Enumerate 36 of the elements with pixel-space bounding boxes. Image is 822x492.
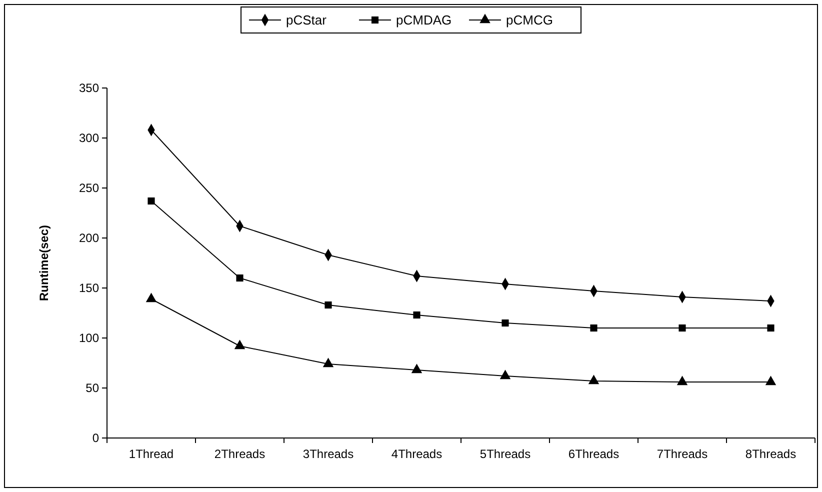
point	[678, 324, 686, 332]
point	[236, 274, 244, 282]
x-tick-label: 6Threads	[568, 447, 620, 461]
y-tick-label: 50	[86, 381, 100, 396]
y-tick-label: 150	[78, 281, 100, 296]
x-tick-label: 5Threads	[480, 447, 531, 461]
point	[413, 311, 420, 319]
y-tick-label: 200	[78, 231, 100, 246]
point	[502, 319, 509, 327]
point	[767, 324, 774, 332]
legend-label: pCStar	[286, 12, 328, 28]
y-axis-title: Runtime(sec)	[37, 224, 51, 302]
point	[234, 340, 246, 350]
point	[765, 376, 776, 386]
y-tick-label: 250	[78, 181, 100, 196]
point	[146, 292, 157, 302]
x-tick-label: 4Threads	[391, 447, 442, 461]
point	[322, 358, 334, 368]
point	[324, 301, 332, 309]
y-tick-label: 350	[78, 81, 100, 96]
legend-label: pCMCG	[506, 12, 553, 28]
legend-label: pCMDAG	[396, 12, 452, 28]
y-tick-label: 0	[92, 431, 100, 446]
point	[148, 197, 155, 205]
point	[588, 374, 600, 384]
x-tick-label: 8Threads	[745, 447, 796, 461]
point	[676, 376, 688, 386]
point	[590, 324, 598, 332]
x-tick-label: 7Threads	[656, 447, 708, 461]
y-tick-label: 100	[78, 331, 100, 346]
point	[500, 370, 511, 380]
y-tick-label: 300	[78, 131, 100, 146]
point	[411, 364, 422, 374]
x-tick-label: 3Threads	[302, 447, 354, 461]
x-tick-label: 1Thread	[128, 447, 174, 461]
x-tick-label: 2Threads	[214, 447, 266, 461]
